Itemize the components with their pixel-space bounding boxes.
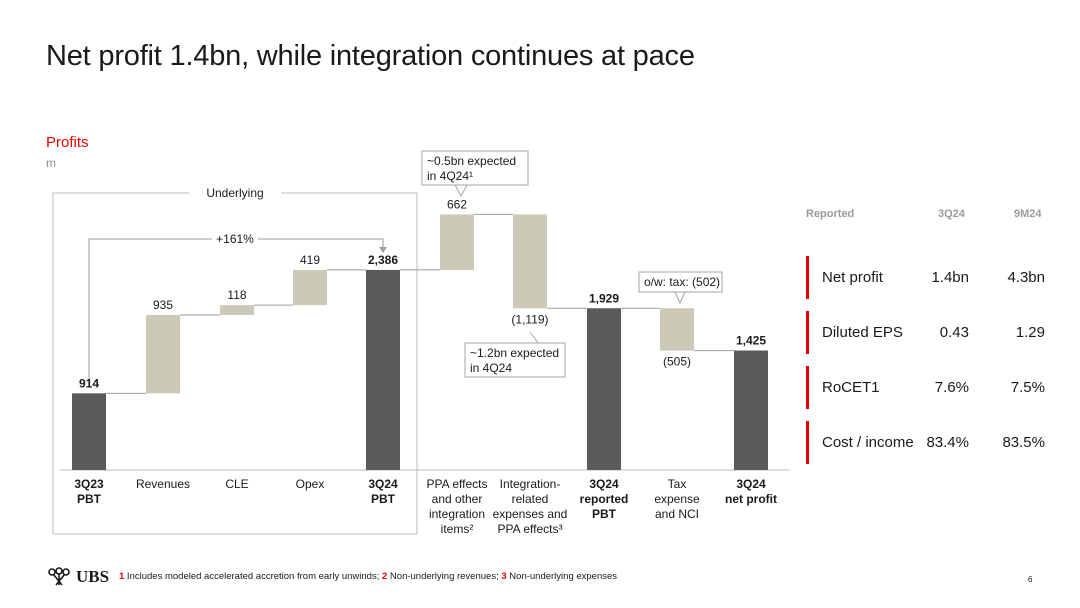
page-title: Net profit 1.4bn, while integration cont… bbox=[46, 40, 695, 72]
callout-pointer bbox=[454, 184, 468, 198]
footnote-text: Non-underlying expenses bbox=[506, 571, 618, 582]
brand-name: UBS bbox=[76, 567, 110, 586]
bar-delta bbox=[440, 214, 474, 270]
footnote-number: 1 bbox=[119, 571, 125, 582]
category-label: 3Q24 bbox=[736, 477, 766, 491]
growth-label-bg bbox=[212, 230, 258, 246]
value-label: (1,119) bbox=[511, 312, 548, 326]
kpi-header: Reported 3Q24 9M24 bbox=[803, 200, 1053, 230]
callout-text: o/w: tax: (502) bbox=[644, 275, 720, 289]
footnote-text: Includes modeled accelerated accretion f… bbox=[124, 571, 382, 582]
value-label: 914 bbox=[79, 376, 99, 390]
category-label: 3Q24 bbox=[368, 477, 398, 491]
kpi-value-9m24: 1.29 bbox=[1015, 324, 1045, 341]
value-label: 662 bbox=[447, 197, 467, 211]
kpi-accent-bar bbox=[806, 421, 809, 464]
category-label: Tax bbox=[668, 477, 687, 491]
value-label: (505) bbox=[663, 355, 691, 369]
category-label: Integration- bbox=[500, 477, 561, 491]
group-label: Underlying bbox=[206, 186, 263, 200]
callout-text: ~1.2bn expected bbox=[470, 346, 559, 360]
callout-text: in 4Q24¹ bbox=[427, 169, 473, 183]
bar-total bbox=[587, 308, 621, 470]
callout-pointer bbox=[674, 291, 686, 305]
value-label: 419 bbox=[300, 253, 320, 267]
section-label: Profits bbox=[46, 134, 89, 151]
waterfall-chart: Underlying+161%9143Q23PBT935Revenues118C… bbox=[52, 150, 790, 536]
category-label: reported bbox=[580, 492, 629, 506]
bar-delta bbox=[660, 308, 694, 351]
kpi-value-9m24: 83.5% bbox=[1002, 434, 1045, 451]
bar-delta bbox=[513, 214, 547, 309]
category-label: net profit bbox=[725, 492, 777, 506]
kpi-label: RoCET1 bbox=[822, 378, 880, 396]
ubs-keys-icon bbox=[48, 567, 70, 586]
category-label: integration bbox=[429, 507, 485, 521]
kpi-label: Diluted EPS bbox=[822, 323, 903, 341]
category-label: CLE bbox=[225, 477, 248, 491]
bar-delta bbox=[293, 269, 327, 306]
kpi-row: Cost / income 83.4% 83.5% bbox=[803, 415, 1053, 470]
kpi-accent-bar bbox=[806, 311, 809, 354]
category-label: PPA effects³ bbox=[498, 522, 563, 536]
category-label: and NCI bbox=[655, 507, 699, 521]
bar-total bbox=[734, 350, 768, 470]
bar-delta bbox=[220, 305, 254, 315]
category-label: PBT bbox=[371, 492, 396, 506]
kpi-value-3q24: 1.4bn bbox=[931, 269, 969, 286]
footnote-text: Non-underlying revenues; bbox=[387, 571, 502, 582]
kpi-header-col2: 9M24 bbox=[1014, 208, 1042, 220]
category-label: 3Q24 bbox=[589, 477, 619, 491]
kpi-header-col1: 3Q24 bbox=[938, 208, 965, 220]
footnote-number: 3 bbox=[501, 571, 507, 582]
callout-pointer bbox=[529, 331, 539, 344]
kpi-label: Net profit bbox=[822, 268, 883, 286]
growth-label: +161% bbox=[216, 232, 254, 246]
value-label: 1,929 bbox=[589, 291, 619, 305]
kpi-table: Reported 3Q24 9M24 Net profit 1.4bn 4.3bn D… bbox=[803, 200, 1053, 470]
ubs-logo: UBS bbox=[46, 567, 109, 587]
callout-box bbox=[638, 271, 723, 293]
category-label: Opex bbox=[296, 477, 325, 491]
kpi-value-9m24: 4.3bn bbox=[1007, 269, 1045, 286]
callout-box bbox=[421, 150, 529, 186]
underlying-group-box bbox=[52, 192, 418, 535]
footnote: 1 Includes modeled accelerated accretion… bbox=[119, 571, 617, 582]
footnote-number: 2 bbox=[381, 571, 388, 582]
kpi-accent-bar bbox=[806, 256, 809, 299]
kpi-value-3q24: 7.6% bbox=[934, 379, 969, 396]
bar-total bbox=[72, 393, 106, 470]
unit-label: m bbox=[46, 156, 56, 170]
kpi-row: Diluted EPS 0.43 1.29 bbox=[803, 305, 1053, 360]
page-number: 6 bbox=[1028, 575, 1033, 584]
value-label: 2,386 bbox=[368, 253, 398, 267]
bar-delta bbox=[146, 314, 180, 394]
kpi-accent-bar bbox=[806, 366, 809, 409]
callout-text: ~0.5bn expected bbox=[427, 154, 516, 168]
category-label: 3Q23 bbox=[74, 477, 104, 491]
kpi-label: Cost / income bbox=[822, 433, 914, 451]
kpi-header-label: Reported bbox=[806, 208, 855, 220]
kpi-row: RoCET1 7.6% 7.5% bbox=[803, 360, 1053, 415]
category-label: items² bbox=[441, 522, 474, 536]
category-label: PBT bbox=[592, 507, 617, 521]
value-label: 1,425 bbox=[736, 334, 766, 348]
callout-text: in 4Q24 bbox=[470, 361, 512, 375]
category-label: PBT bbox=[77, 492, 102, 506]
category-label: PPA effects bbox=[427, 477, 488, 491]
category-label: expenses and bbox=[493, 507, 568, 521]
value-label: 118 bbox=[227, 288, 246, 302]
kpi-value-3q24: 0.43 bbox=[939, 324, 969, 341]
category-label: related bbox=[512, 492, 549, 506]
kpi-row: Net profit 1.4bn 4.3bn bbox=[803, 250, 1053, 305]
growth-arrowhead bbox=[379, 247, 387, 253]
kpi-value-3q24: 83.4% bbox=[926, 434, 969, 451]
category-label: Revenues bbox=[136, 477, 190, 491]
value-label: 935 bbox=[153, 298, 173, 312]
category-label: and other bbox=[432, 492, 483, 506]
callout-box bbox=[464, 342, 566, 378]
bar-total bbox=[366, 269, 400, 470]
kpi-value-9m24: 7.5% bbox=[1010, 379, 1045, 396]
category-label: expense bbox=[654, 492, 700, 506]
